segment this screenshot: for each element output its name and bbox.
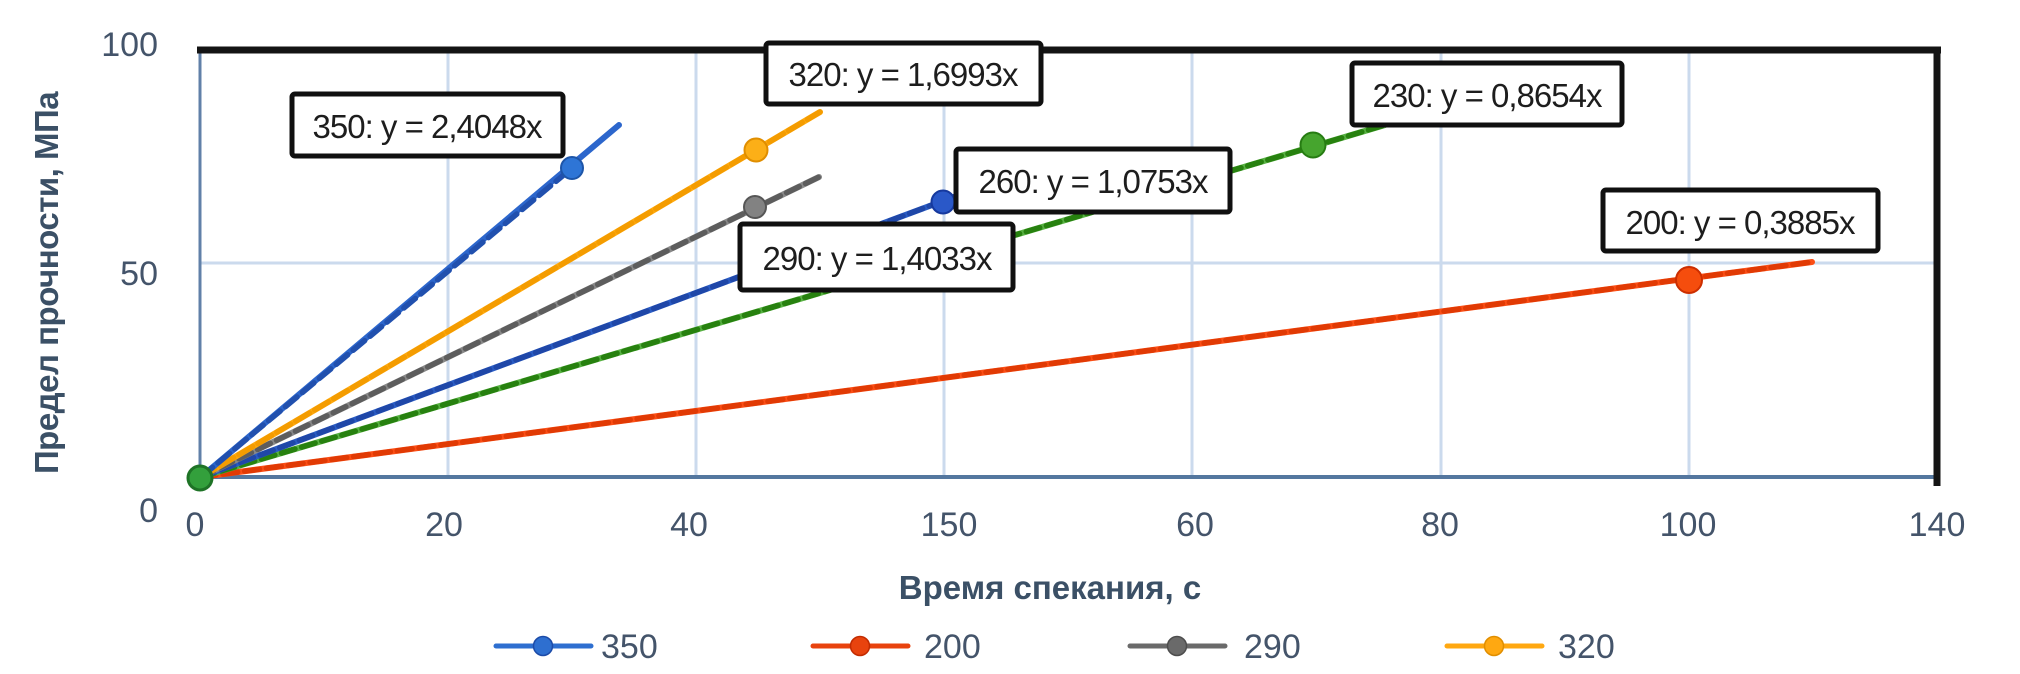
svg-text:0: 0 <box>139 492 158 530</box>
svg-text:290: y = 1,4033x: 290: y = 1,4033x <box>763 240 993 277</box>
svg-text:50: 50 <box>120 255 158 293</box>
svg-text:Время спекания, с: Время спекания, с <box>899 569 1201 606</box>
svg-text:100: 100 <box>101 26 158 64</box>
svg-text:Предел прочности, МПа: Предел прочности, МПа <box>28 91 65 474</box>
svg-text:80: 80 <box>1421 506 1459 544</box>
svg-text:60: 60 <box>1176 506 1214 544</box>
svg-text:150: 150 <box>921 506 978 544</box>
svg-text:260: y = 1,0753x: 260: y = 1,0753x <box>979 163 1209 200</box>
svg-text:350: y = 2,4048x: 350: y = 2,4048x <box>313 108 543 145</box>
svg-text:230: y = 0,8654x: 230: y = 0,8654x <box>1373 77 1603 114</box>
svg-text:200: 200 <box>924 628 981 666</box>
svg-text:290: 290 <box>1244 628 1301 666</box>
svg-text:0: 0 <box>186 506 205 544</box>
svg-text:20: 20 <box>425 506 463 544</box>
svg-text:140: 140 <box>1909 506 1966 544</box>
svg-text:320: 320 <box>1558 628 1615 666</box>
svg-text:200: y = 0,3885x: 200: y = 0,3885x <box>1626 204 1856 241</box>
svg-text:320: y = 1,6993x: 320: y = 1,6993x <box>789 56 1019 93</box>
svg-text:100: 100 <box>1660 506 1717 544</box>
svg-text:350: 350 <box>601 628 658 666</box>
svg-text:40: 40 <box>670 506 708 544</box>
